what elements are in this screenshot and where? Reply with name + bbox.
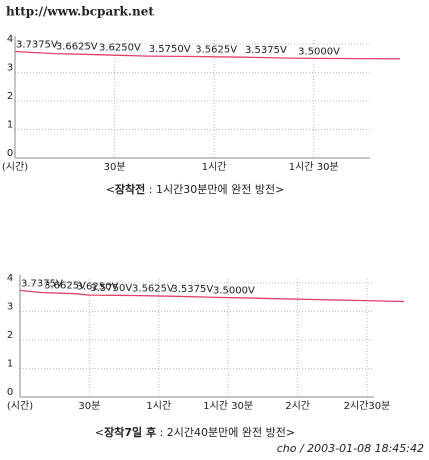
data-label: 3.6250V [99, 43, 141, 54]
caption-part: 장착전 [115, 182, 145, 196]
x-tick-label: (시간) [7, 400, 33, 412]
data-label: 3.6625V [44, 281, 86, 292]
y-tick-label: 2 [7, 91, 13, 102]
y-tick-label: 4 [7, 34, 13, 45]
data-label: 3.5625V [132, 283, 174, 294]
data-label: 3.7375V [21, 278, 63, 289]
x-tick-label: 2시간30분 [344, 400, 391, 412]
y-tick-label: 1 [7, 359, 13, 370]
caption-part: < [106, 183, 115, 196]
data-label: 3.5000V [213, 285, 255, 296]
y-tick-label: 3 [7, 302, 13, 313]
x-tick-label: 30분 [78, 400, 100, 412]
x-tick-label: 1시간 30분 [289, 161, 339, 173]
caption-part: 장착7일 후 [104, 425, 156, 439]
x-tick-label: 1시간 [146, 400, 171, 412]
data-label: 3.5000V [298, 46, 340, 57]
x-tick-label: (시간) [2, 161, 28, 173]
x-tick-label: 2시간 [285, 400, 310, 412]
caption-part: < [95, 426, 104, 439]
caption: <장착전 : 1시간30분만에 완전 방전> [106, 182, 285, 196]
data-label: 3.5375V [245, 45, 287, 56]
data-label: 3.5625V [195, 44, 237, 55]
y-tick-label: 1 [7, 120, 13, 131]
caption: <장착7일 후 : 2시간40분만에 완전 방전> [95, 425, 295, 439]
caption-part: : 2시간40분만에 완전 방전> [156, 426, 295, 439]
y-tick-label: 0 [7, 387, 13, 398]
footer: cho / 2003-01-08 18:45:42 [277, 442, 424, 455]
data-label: 3.5750V [90, 283, 132, 294]
y-tick-label: 2 [7, 330, 13, 341]
caption-part: : 1시간30분만에 완전 방전> [145, 183, 284, 196]
data-label: 3.6625V [56, 42, 98, 53]
y-tick-label: 0 [7, 148, 13, 159]
x-tick-label: 1시간 [202, 161, 227, 173]
data-label: 3.5750V [149, 44, 191, 55]
site-url: http://www.bcpark.net [6, 5, 154, 19]
y-tick-label: 3 [7, 63, 13, 74]
data-label: 3.7375V [16, 39, 58, 50]
line-series [14, 50, 401, 60]
y-tick-label: 4 [7, 273, 13, 284]
line-series [19, 289, 405, 303]
data-label: 3.6250V [77, 282, 119, 293]
x-tick-label: 1시간 30분 [203, 400, 253, 412]
data-label: 3.5375V [171, 284, 213, 295]
x-tick-label: 30분 [104, 161, 126, 173]
